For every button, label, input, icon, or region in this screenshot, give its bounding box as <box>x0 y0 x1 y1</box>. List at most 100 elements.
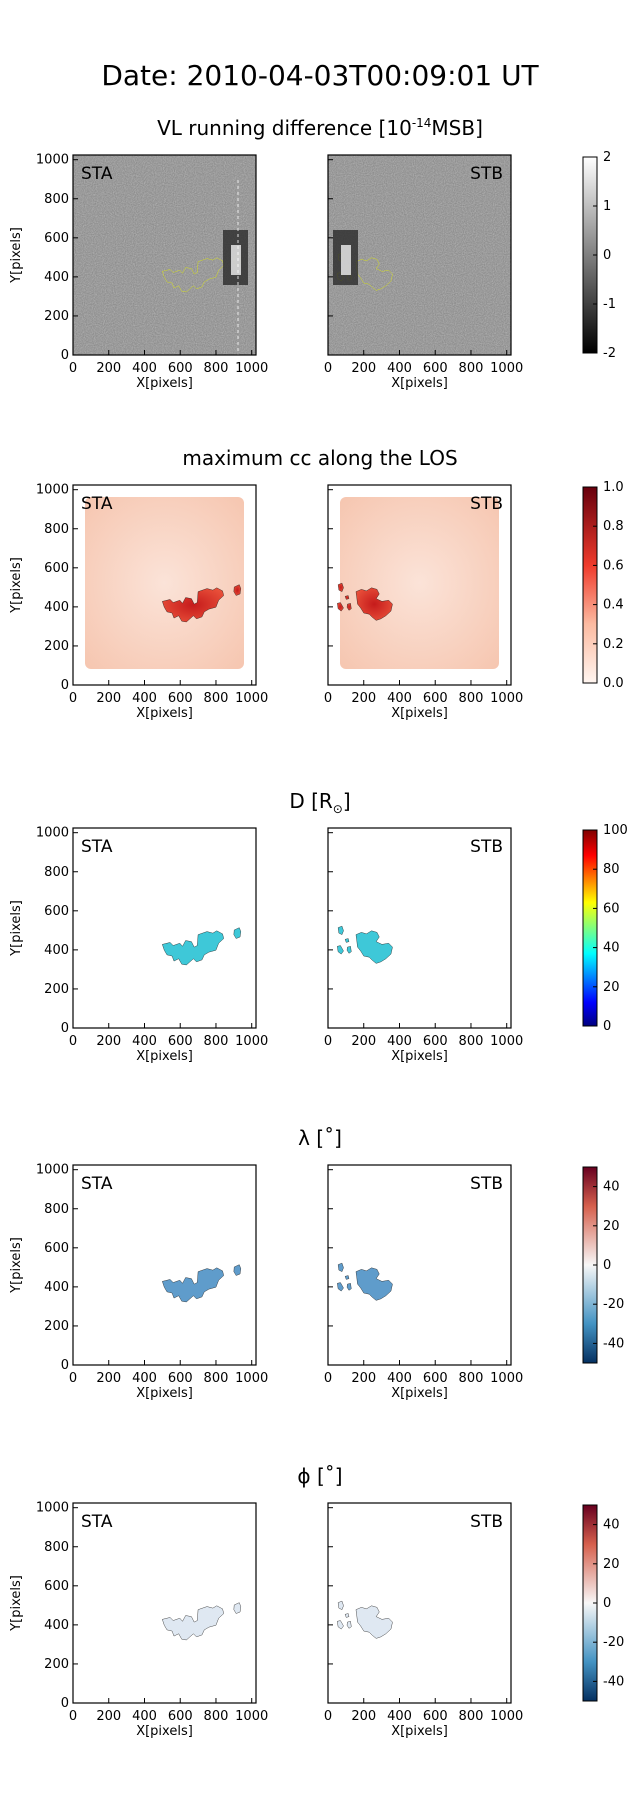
panel-background <box>328 828 511 1028</box>
x-tick-label: 1000 <box>235 1034 268 1049</box>
x-tick-label: 400 <box>132 1709 157 1724</box>
y-tick-label: 0 <box>61 1021 69 1036</box>
colorbar-tick-label: 0.8 <box>603 519 624 534</box>
y-tick-label: 0 <box>61 1358 69 1373</box>
panel-label: STA <box>81 1174 113 1194</box>
panel-label: STB <box>470 494 503 514</box>
panel-label: STB <box>470 164 503 184</box>
x-tick-label: 400 <box>132 1371 157 1386</box>
panel-sta: STA 0 200 400 600 800 1000 X[pixels] 0 200 400 600 8… <box>36 1501 268 1739</box>
panel-sta: STA 0 200 400 600 800 1000 X[pixels] 0 200 400 600 8… <box>36 483 268 721</box>
colorbar-tick-label: -40 <box>603 1336 624 1351</box>
chart-title-sup: -14 <box>412 116 432 130</box>
y-tick-label: 200 <box>44 982 69 997</box>
chart-title-lambda: λ [˚] <box>298 1126 342 1150</box>
y-tick-label: 400 <box>44 1280 69 1295</box>
y-tick-label: 800 <box>44 865 69 880</box>
x-tick-label: 200 <box>96 1709 121 1724</box>
x-tick-label: 600 <box>168 1034 193 1049</box>
panel-frame <box>327 1502 512 1704</box>
colorbar-tick-label: 60 <box>603 901 620 916</box>
y-tick-label: 1000 <box>36 826 69 841</box>
y-tick-label: 600 <box>44 904 69 919</box>
colorbar-tick-label: -40 <box>603 1674 624 1689</box>
panel-frame <box>72 1164 257 1366</box>
x-tick-label: 1000 <box>490 1709 523 1724</box>
x-tick-label: 800 <box>459 1371 484 1386</box>
x-tick-label: 0 <box>324 691 332 706</box>
x-tick-label: 600 <box>423 691 448 706</box>
cc-field <box>340 497 499 669</box>
colorbar-tick-label: 0 <box>603 1258 611 1273</box>
x-tick-label: 1000 <box>490 361 523 376</box>
y-tick-label: 400 <box>44 600 69 615</box>
colorbar-tick-label: 0.6 <box>603 558 624 573</box>
x-tick-label: 600 <box>423 1034 448 1049</box>
x-axis-label: X[pixels] <box>136 1386 193 1401</box>
x-tick-label: 0 <box>69 1371 77 1386</box>
y-tick-label: 0 <box>61 1696 69 1711</box>
panel-background <box>328 1165 511 1365</box>
x-axis-label: X[pixels] <box>391 1386 448 1401</box>
x-tick-label: 0 <box>69 1709 77 1724</box>
x-axis-label: X[pixels] <box>136 706 193 721</box>
x-tick-label: 600 <box>168 1709 193 1724</box>
colorbar-tick-label: 0.0 <box>603 676 624 691</box>
y-tick-label: 600 <box>44 561 69 576</box>
x-tick-label: 0 <box>69 1034 77 1049</box>
y-tick-label: 1000 <box>36 153 69 168</box>
x-axis-label: X[pixels] <box>391 706 448 721</box>
bright-feature <box>341 245 351 275</box>
x-tick-label: 800 <box>459 361 484 376</box>
x-tick-label: 1000 <box>490 1034 523 1049</box>
x-tick-label: 400 <box>387 691 412 706</box>
panel-frame <box>72 827 257 1029</box>
x-tick-label: 600 <box>168 361 193 376</box>
x-tick-label: 1000 <box>235 361 268 376</box>
y-axis-label: Y[pixels] <box>9 1575 24 1632</box>
x-tick-label: 1000 <box>235 1709 268 1724</box>
panel-sta: STA 0 200 400 600 800 1000 X[pixels] 0 200 400 600 8… <box>36 1163 268 1401</box>
y-tick-label: 400 <box>44 1618 69 1633</box>
panel-frame <box>72 154 257 356</box>
cc-field <box>85 497 244 669</box>
y-tick-label: 800 <box>44 1202 69 1217</box>
x-tick-label: 1000 <box>235 1371 268 1386</box>
panel-sta: STA 0 200 400 600 800 1000 X[pixels] 0 200 400 600 8… <box>36 153 268 391</box>
panel-background <box>73 1503 256 1703</box>
y-tick-label: 0 <box>61 678 69 693</box>
x-axis-label: X[pixels] <box>391 1049 448 1064</box>
x-tick-label: 400 <box>132 361 157 376</box>
x-tick-label: 200 <box>96 1034 121 1049</box>
colorbar-tick-label: -20 <box>603 1635 624 1650</box>
x-tick-label: 0 <box>69 691 77 706</box>
x-tick-label: 600 <box>168 691 193 706</box>
panel-stb: STB 0 200 400 600 800 1000 X[pixels] <box>324 484 523 721</box>
colorbar-tick-label: 80 <box>603 862 620 877</box>
panel-frame <box>327 484 512 686</box>
chart-title-cc: maximum cc along the LOS <box>182 446 457 470</box>
y-tick-label: 800 <box>44 522 69 537</box>
panel-frame <box>327 827 512 1029</box>
date-title: Date: 2010-04-03T00:09:01 UT <box>101 59 539 92</box>
chart-title-tail: ] <box>343 789 351 813</box>
y-tick-label: 1000 <box>36 1163 69 1178</box>
x-tick-label: 1000 <box>235 691 268 706</box>
y-axis-label: Y[pixels] <box>9 1237 24 1294</box>
x-tick-label: 800 <box>459 1709 484 1724</box>
panel-background <box>73 828 256 1028</box>
colorbar-tick-label: 40 <box>603 1518 620 1533</box>
x-tick-label: 200 <box>96 691 121 706</box>
x-tick-label: 400 <box>387 1709 412 1724</box>
panel-frame <box>327 1164 512 1366</box>
x-tick-label: 800 <box>459 691 484 706</box>
x-tick-label: 200 <box>351 361 376 376</box>
x-tick-label: 800 <box>204 1709 229 1724</box>
colorbar-tick-label: 1 <box>603 199 611 214</box>
x-tick-label: 0 <box>324 1709 332 1724</box>
x-axis-label: X[pixels] <box>391 376 448 391</box>
panel-stb: STB 0 200 400 600 800 1000 X[pixels] <box>324 827 523 1064</box>
